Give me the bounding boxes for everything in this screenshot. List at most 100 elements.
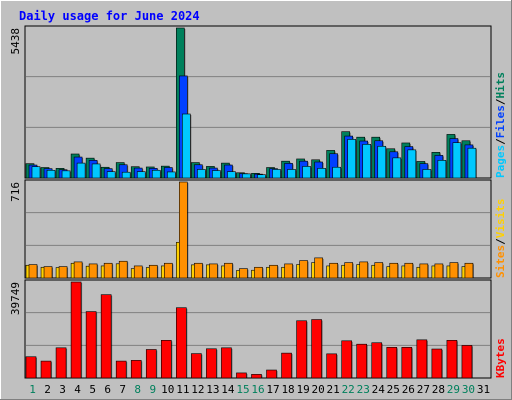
pages-bar xyxy=(61,170,71,179)
pages-bar xyxy=(302,166,311,179)
x-tick-label: 5 xyxy=(89,383,96,396)
kbytes-bar xyxy=(115,360,127,379)
pages-bar xyxy=(422,169,432,179)
sites-bar xyxy=(209,263,218,279)
x-tick-label: 4 xyxy=(74,383,81,396)
kbytes-bar xyxy=(356,343,368,379)
sites-bar xyxy=(329,262,338,279)
sites-bar xyxy=(88,263,98,279)
kbytes-bar xyxy=(266,369,277,379)
y-max-label: 716 xyxy=(9,182,22,202)
pages-bar xyxy=(151,169,161,179)
x-tick-label: 14 xyxy=(221,383,235,396)
kbytes-bar xyxy=(25,356,37,379)
pages-bar xyxy=(392,157,402,179)
pages-bar xyxy=(467,147,477,179)
kbytes-bar xyxy=(176,307,187,379)
legend-hits: Hits xyxy=(494,72,507,99)
x-tick-label: 1 xyxy=(29,383,36,396)
x-tick-label: 11 xyxy=(176,383,189,396)
pages-bar xyxy=(136,171,146,179)
pages-bar xyxy=(31,166,41,179)
kbytes-bar xyxy=(145,349,157,379)
kbytes-bar xyxy=(191,353,202,379)
x-tick-label: 20 xyxy=(312,383,325,396)
x-tick-label: 15 xyxy=(236,383,249,396)
pages-bar xyxy=(76,162,86,179)
kbytes-bar xyxy=(296,320,307,379)
legend-separator: / xyxy=(494,238,507,245)
legend-files: Files xyxy=(494,105,507,138)
pages-bar xyxy=(212,170,221,179)
kbytes-bar xyxy=(85,311,97,379)
plot-area xyxy=(24,25,492,179)
sites-bar xyxy=(43,266,53,279)
legend: KBytes xyxy=(494,338,507,378)
sites-bar xyxy=(118,260,128,279)
x-tick-label: 9 xyxy=(149,383,156,396)
pages-bar xyxy=(347,139,356,179)
kbytes-bar xyxy=(446,340,458,379)
kbytes-bar xyxy=(401,347,413,379)
legend-separator: / xyxy=(494,98,507,105)
pages-bar xyxy=(332,166,341,179)
panel-kbytes: 39749 KBytes xyxy=(9,279,507,379)
kbytes-bar xyxy=(160,340,172,379)
pages-bar xyxy=(377,145,387,179)
legend-sites: Sites xyxy=(494,245,507,278)
x-tick-label: 8 xyxy=(134,383,141,396)
sites-bar xyxy=(269,264,278,279)
x-tick-label: 3 xyxy=(59,383,66,396)
y-max-label: 5438 xyxy=(9,28,22,55)
pages-bar xyxy=(166,171,176,179)
kbytes-bar xyxy=(251,374,262,379)
sites-bar xyxy=(58,266,68,279)
x-tick-label: 13 xyxy=(206,383,219,396)
sites-bar xyxy=(28,264,38,279)
kbytes-bar xyxy=(311,319,322,379)
sites-bar xyxy=(194,262,203,279)
pages-bar xyxy=(257,174,266,179)
pages-bar xyxy=(182,113,191,179)
x-tick-label: 28 xyxy=(432,383,445,396)
x-tick-label: 31 xyxy=(477,383,490,396)
legend-visits: Visits xyxy=(494,199,507,239)
x-tick-label: 2 xyxy=(44,383,51,396)
sites-bar xyxy=(404,262,414,279)
kbytes-bar xyxy=(461,345,473,379)
pages-bar xyxy=(106,171,116,179)
x-tick-label: 24 xyxy=(372,383,386,396)
pages-bar xyxy=(46,169,56,179)
sites-bar xyxy=(284,263,293,279)
kbytes-bar xyxy=(386,347,398,379)
pages-bar xyxy=(437,160,447,179)
pages-bar xyxy=(91,163,101,179)
y-max-label: 39749 xyxy=(9,282,22,315)
kbytes-bar xyxy=(55,347,67,379)
kbytes-bar xyxy=(70,281,82,379)
legend-kbytes: KBytes xyxy=(494,338,507,378)
kbytes-bar xyxy=(416,339,428,379)
pages-bar xyxy=(227,171,236,179)
sites-bar xyxy=(314,257,323,279)
sites-bar xyxy=(239,268,248,279)
pages-bar xyxy=(452,142,462,179)
sites-bar xyxy=(163,262,173,279)
sites-bar xyxy=(464,262,474,279)
plot-area xyxy=(24,179,492,279)
sites-bar xyxy=(73,261,83,279)
x-tick-label: 12 xyxy=(191,383,204,396)
x-tick-label: 18 xyxy=(281,383,294,396)
kbytes-bar xyxy=(236,372,247,379)
chart-title: Daily usage for June 2024 xyxy=(19,9,200,23)
sites-bar xyxy=(434,263,444,279)
legend-pages: Pages xyxy=(494,145,507,178)
kbytes-bar xyxy=(341,340,352,379)
x-tick-label: 17 xyxy=(266,383,279,396)
x-tick-label: 10 xyxy=(161,383,174,396)
sites-bar xyxy=(359,261,369,279)
legend: Pages/Files/Hits xyxy=(494,72,507,178)
